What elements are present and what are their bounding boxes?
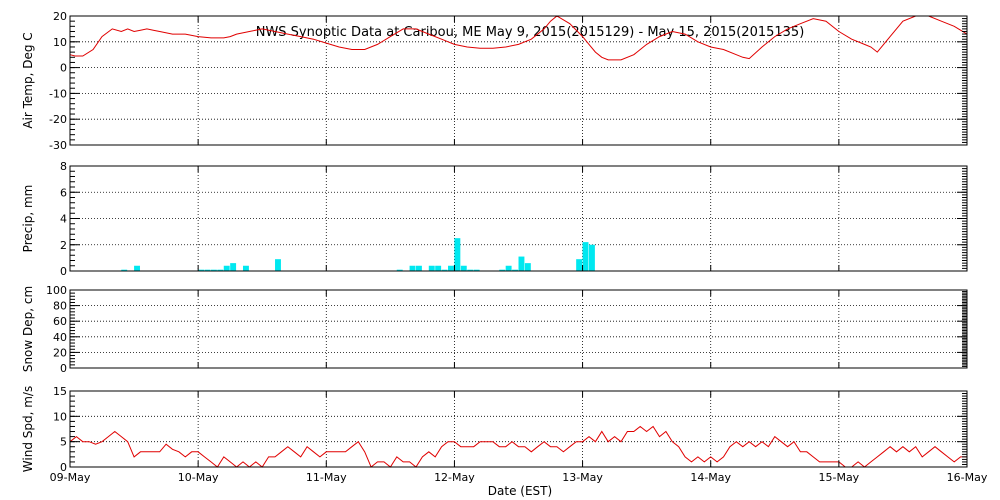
precip-bar (396, 269, 403, 271)
precip-bar (460, 265, 467, 271)
x-tick-label: 09-May (50, 471, 91, 484)
snow-depth-y-tick-label: 60 (53, 315, 67, 328)
precip-bar (275, 259, 281, 271)
precip-bar (524, 263, 531, 271)
chart-title: NWS Synoptic Data at Caribou, ME May 9, … (256, 25, 805, 40)
air-temp-y-tick-label: -10 (49, 87, 67, 100)
snow-depth-y-tick-label: 40 (53, 331, 67, 344)
precip-bar (415, 265, 422, 271)
precip-bar (210, 269, 217, 271)
precip-y-tick-label: 0 (60, 265, 67, 278)
wind-speed-series-line (69, 425, 967, 468)
air-temp-panel: -30 -20 -10 0 10 20 Air Temp, Deg C (21, 10, 968, 152)
precip-bar (448, 265, 454, 271)
x-tick-label: 15-May (818, 471, 859, 484)
precip-y-tick-label: 2 (60, 239, 67, 252)
precip-bar (582, 242, 589, 271)
x-tick-label: 13-May (562, 471, 603, 484)
chart-panels: -30 -20 -10 0 10 20 Air Temp, Deg C 0 2 4 6 8 Precip… (21, 10, 988, 484)
precip-y-tick-label: 4 (60, 213, 67, 226)
wind-speed-y-tick-label: 10 (53, 410, 67, 423)
precip-bar (435, 265, 442, 271)
x-tick-label: 11-May (306, 471, 347, 484)
x-tick-label: 16-May (947, 471, 988, 484)
precip-bar (204, 269, 211, 271)
air-temp-y-tick-label: 0 (60, 62, 67, 75)
air-temp-series-line (69, 15, 968, 61)
snow-depth-y-tick-label: 20 (53, 346, 67, 359)
precip-bar (512, 269, 518, 271)
air-temp-y-tick-label: -30 (49, 139, 67, 152)
precip-bar (454, 238, 461, 271)
snow-depth-panel: 0 20 40 60 80 100 Snow Dep, cm (21, 284, 968, 375)
snow-depth-y-axis-title: Snow Dep, cm (21, 286, 35, 372)
snow-depth-y-tick-label: 80 (53, 300, 67, 313)
precip-bar (441, 269, 448, 271)
precip-y-axis-title: Precip, mm (21, 185, 35, 253)
snow-depth-frame (69, 289, 968, 369)
precip-bar (242, 265, 249, 271)
wind-speed-panel: 0 5 10 15 Wind Spd, m/s 09-May 10-May 11-May 12-… (21, 385, 988, 484)
precip-y-tick-label: 6 (60, 186, 67, 199)
wind-speed-y-tick-label: 15 (53, 385, 67, 398)
precip-y-tick-label: 8 (60, 160, 67, 173)
precip-bar (217, 269, 224, 271)
precip-bar (198, 269, 205, 271)
air-temp-y-tick-label: 20 (53, 10, 67, 23)
precip-bar (518, 256, 525, 271)
precip-bar (505, 265, 512, 271)
air-temp-y-axis-title: Air Temp, Deg C (21, 32, 35, 128)
precip-bar (134, 265, 140, 271)
precip-bar (223, 265, 230, 271)
snow-depth-y-tick-label: 100 (46, 284, 67, 297)
air-temp-y-tick-label: -20 (49, 113, 67, 126)
air-temp-y-tick-label: 10 (53, 36, 67, 49)
precip-bar (409, 265, 416, 271)
precip-bar (467, 269, 474, 271)
precip-bar (499, 269, 506, 271)
x-tick-label: 12-May (434, 471, 475, 484)
precip-bar (428, 265, 435, 271)
x-tick-label: 10-May (178, 471, 219, 484)
precip-panel: 0 2 4 6 8 Precip, mm (21, 160, 968, 278)
precip-bar (121, 269, 128, 271)
precip-bar (576, 259, 583, 271)
wind-speed-y-tick-label: 0 (60, 461, 67, 474)
wind-speed-frame (69, 390, 968, 468)
wind-speed-y-tick-label: 5 (60, 436, 67, 449)
precip-bar (230, 263, 237, 271)
precip-bar (473, 269, 480, 271)
wind-speed-y-axis-title: Wind Spd, m/s (21, 386, 35, 472)
snow-depth-y-tick-label: 0 (60, 362, 67, 375)
x-tick-label: 14-May (690, 471, 731, 484)
precip-bar (588, 244, 595, 271)
x-axis-title: Date (EST) (488, 484, 552, 498)
